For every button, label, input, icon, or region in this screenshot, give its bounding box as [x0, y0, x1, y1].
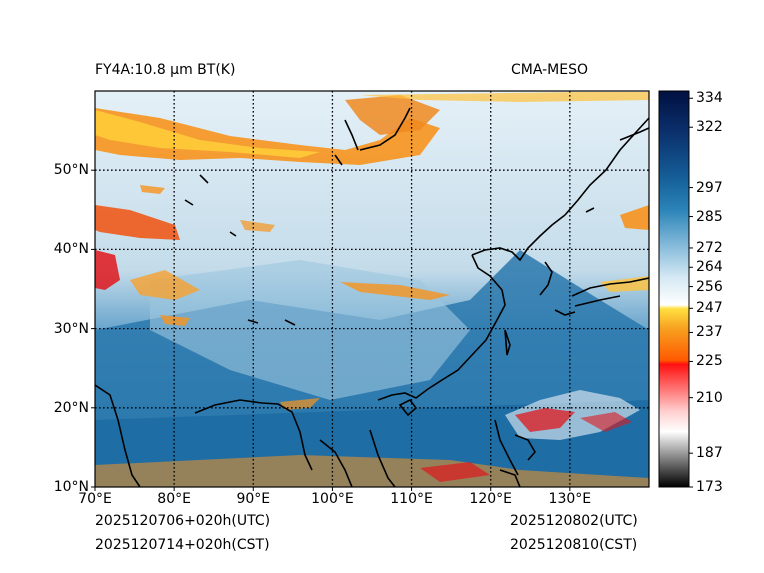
x-tick-label: 70°E	[78, 491, 112, 507]
axis-ticks	[91, 169, 571, 491]
valid-time-utc: 2025120802(UTC)	[510, 513, 638, 529]
map-frame	[94, 90, 650, 488]
y-tick-label: 10°N	[53, 479, 89, 495]
x-tick-label: 130°E	[548, 491, 592, 507]
x-tick-label: 120°E	[469, 491, 512, 507]
x-tick-label: 110°E	[390, 491, 433, 507]
colorbar	[658, 90, 690, 488]
colorbar-tick-label: 247	[696, 300, 723, 317]
x-tick-label: 90°E	[236, 491, 271, 507]
y-tick-label: 30°N	[53, 320, 89, 337]
colorbar-tick-label: 285	[696, 208, 723, 225]
colorbar-tick-label: 256	[696, 278, 723, 295]
colorbar-tick-label: 225	[696, 353, 723, 370]
y-tick-label: 50°N	[53, 162, 89, 179]
imagery-layer	[95, 91, 649, 487]
colorbar-tick-label: 264	[696, 259, 723, 276]
colorbar-tick-label: 272	[696, 239, 723, 256]
init-time-cst: 2025120714+020h(CST)	[95, 537, 270, 553]
colorbar-tick-label: 322	[696, 119, 723, 136]
source-label: CMA-MESO	[511, 62, 589, 78]
x-tick-label: 100°E	[311, 491, 354, 507]
product-title: FY4A:10.8 µm BT(K)	[95, 62, 236, 78]
colorbar-tick-label: 210	[696, 389, 723, 406]
graticule	[95, 91, 649, 487]
y-tick-label: 20°N	[53, 399, 89, 416]
colorbar-tick-label: 173	[696, 479, 723, 495]
colorbar-tick-label: 297	[696, 179, 723, 196]
colorbar-tick-label: 237	[696, 324, 723, 341]
colorbar-tick-label: 187	[696, 445, 723, 462]
colorbar-ticks	[689, 97, 693, 488]
y-tick-label: 40°N	[53, 241, 89, 258]
x-tick-label: 80°E	[157, 491, 191, 507]
colorbar-tick-label: 334	[696, 90, 723, 107]
init-time-utc: 2025120706+020h(UTC)	[95, 513, 271, 529]
coastlines	[95, 107, 649, 487]
valid-time-cst: 2025120810(CST)	[510, 537, 638, 553]
